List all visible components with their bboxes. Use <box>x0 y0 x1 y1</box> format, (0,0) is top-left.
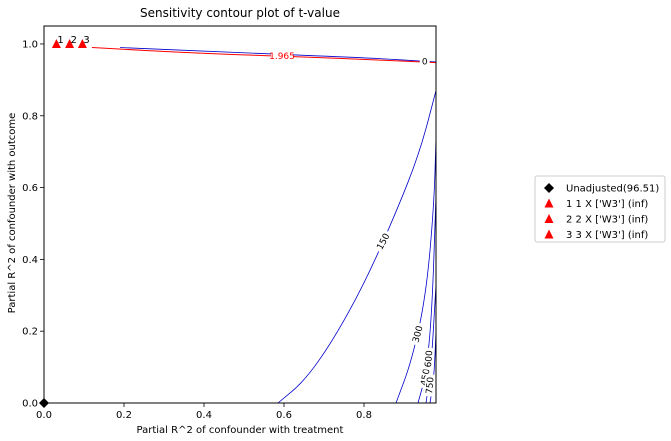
contour-line-1-965 <box>91 47 437 64</box>
y-tick-label: 0.4 <box>22 255 38 266</box>
contour-line-150 <box>277 90 437 404</box>
x-tick-label: 0.6 <box>276 410 292 421</box>
legend-marker-3 <box>544 229 554 239</box>
legend-label-3: 3 3 X ['W3'] (inf) <box>566 230 648 241</box>
contour-label-bg <box>419 56 430 67</box>
contour-label-bg <box>373 229 393 254</box>
x-tick-label: 0.2 <box>116 410 132 421</box>
legend-marker-0 <box>544 183 554 193</box>
contour-line-300 <box>395 137 437 404</box>
contour-line-450 <box>417 194 437 404</box>
y-tick-label: 0.0 <box>22 399 38 410</box>
contour-label-bg <box>423 374 436 397</box>
contour-label-600: 600 <box>424 350 435 368</box>
contour-label-750: 750 <box>425 376 436 394</box>
legend-label-2: 2 2 X ['W3'] (inf) <box>566 215 648 226</box>
y-tick-label: 0.6 <box>22 183 38 194</box>
data-point-3 <box>77 38 87 48</box>
contour-label-300: 300 <box>412 324 426 343</box>
contour-label-bg <box>409 322 426 346</box>
y-tick-label: 1.0 <box>22 39 38 50</box>
legend-box <box>534 175 666 243</box>
data-point-1 <box>51 38 61 48</box>
data-point-0 <box>39 398 49 408</box>
contour-label-bg <box>422 347 435 371</box>
x-axis-label: Partial R^2 of confounder with treatment <box>137 425 344 436</box>
data-point-2 <box>65 38 75 48</box>
data-point-annotation-1: 1 <box>57 35 63 46</box>
y-tick-label: 0.2 <box>22 327 38 338</box>
legend-marker-1 <box>544 198 554 208</box>
legend-label-0: Unadjusted(96.51) <box>566 184 659 195</box>
x-tick-label: 0.4 <box>196 410 212 421</box>
contour-lines <box>91 47 437 404</box>
y-axis-label: Partial R^2 of confounder with outcome <box>7 113 18 314</box>
legend: Unadjusted(96.51) 1 1 X ['W3'] (inf) 2 2 X… <box>534 175 666 243</box>
data-point-annotation-3: 3 <box>83 35 89 46</box>
x-tick-label: 0.0 <box>36 410 52 421</box>
contour-line-0 <box>119 47 437 63</box>
contour-labels: 01.965150300450600750 <box>269 51 437 397</box>
contour-label-bg <box>271 51 293 62</box>
axis-ticks: 0.0 0.2 0.4 0.6 0.8 0.0 0.2 0.4 0.6 0.8 1.0 <box>22 39 372 421</box>
data-point-annotation-2: 2 <box>71 35 77 46</box>
legend-label-1: 1 1 X ['W3'] (inf) <box>566 199 648 210</box>
legend-marker-2 <box>544 214 554 223</box>
x-tick-label: 0.8 <box>356 410 372 421</box>
chart-title: Sensitivity contour plot of t-value <box>140 6 340 20</box>
contour-label-1-965: 1.965 <box>269 52 295 62</box>
contour-label-0: 0 <box>422 58 428 68</box>
plot-area-frame <box>43 25 437 404</box>
y-tick-label: 0.8 <box>22 111 38 122</box>
